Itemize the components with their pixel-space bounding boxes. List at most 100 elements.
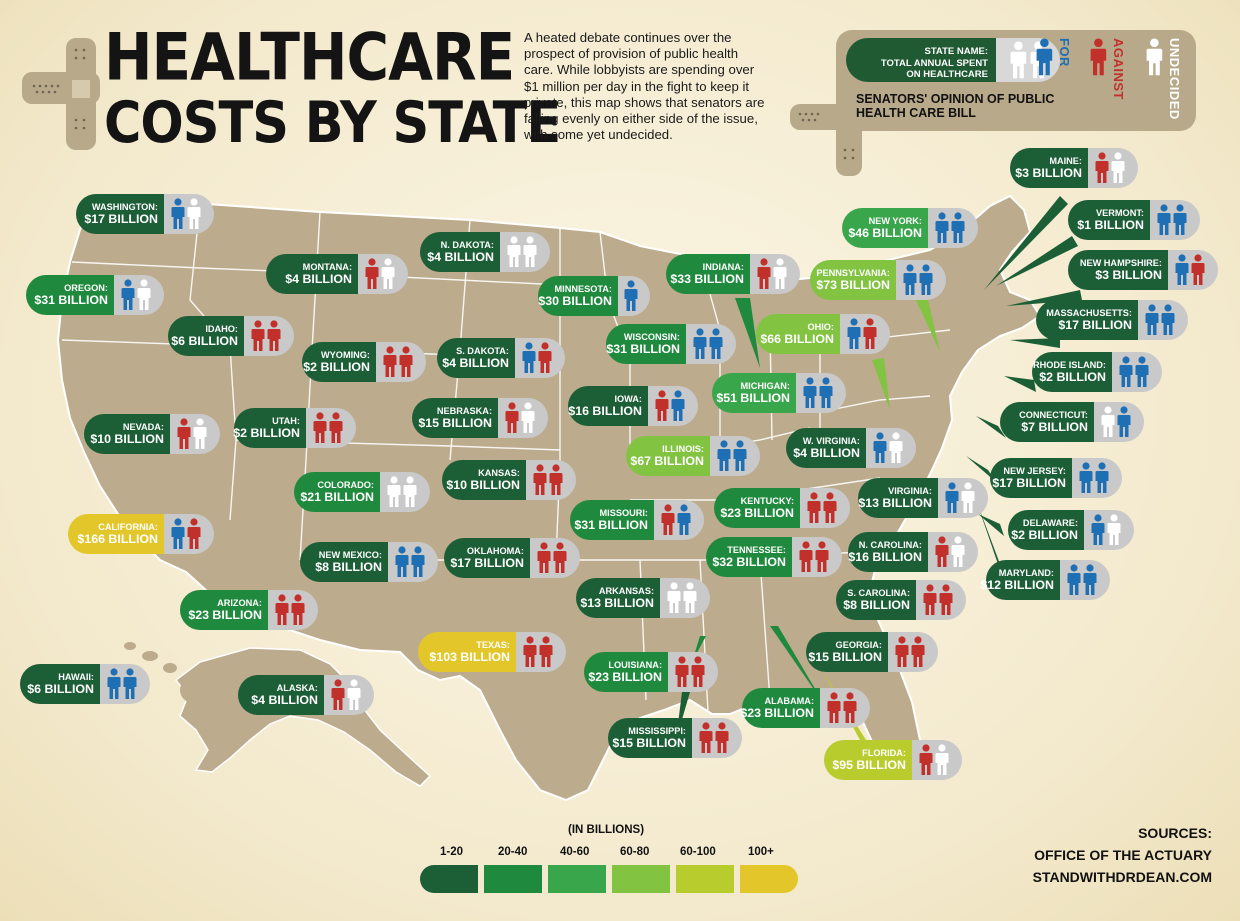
- senator-against-icon: [919, 744, 933, 775]
- state-cost: $4 BILLION: [285, 272, 352, 286]
- senator-badge: [1072, 458, 1122, 498]
- scale-label: 60-100: [680, 846, 716, 858]
- state-cost-pill: RHODE ISLAND: $2 BILLION: [1032, 352, 1112, 392]
- state-cost: $8 BILLION: [843, 598, 910, 612]
- senator-badge: [928, 532, 978, 572]
- senator-badge: [938, 478, 988, 518]
- senator-for-icon: [1119, 356, 1133, 387]
- senator-undecided-icon: [381, 258, 395, 289]
- page-title: HEALTHCARE COSTS BY STATE: [104, 25, 561, 153]
- state-cost: $33 BILLION: [670, 272, 744, 286]
- senator-badge: [668, 652, 718, 692]
- state-cost-pill: COLORADO: $21 BILLION: [294, 472, 380, 512]
- senator-undecided-icon: [193, 418, 207, 449]
- senator-badge: [820, 688, 870, 728]
- scale-label: 60-80: [620, 846, 650, 858]
- senator-badge: [498, 398, 548, 438]
- state-name: NEW HAMPSHIRE:: [1079, 258, 1162, 268]
- state-cost-pill: FLORIDA: $95 BILLION: [824, 740, 912, 780]
- state-cost: $13 BILLION: [580, 596, 654, 610]
- state-cost-pill: CALIFORNIA: $166 BILLION: [68, 514, 164, 554]
- state-cost: $166 BILLION: [77, 532, 158, 546]
- state-cost-pill: ILLINOIS: $67 BILLION: [626, 436, 710, 476]
- state-cost-pill: CONNECTICUT: $7 BILLION: [1000, 402, 1094, 442]
- state-callout: PENNSYLVANIA: $73 BILLION: [810, 260, 946, 300]
- scale-swatch: [484, 865, 542, 893]
- state-callout: KANSAS: $10 BILLION: [442, 460, 576, 500]
- state-callout: LOUISIANA: $23 BILLION: [584, 652, 718, 692]
- senator-badge: [1138, 300, 1188, 340]
- senator-against-icon: [329, 412, 343, 443]
- senator-for-icon: [1067, 564, 1081, 595]
- senator-for-icon: [1161, 304, 1175, 335]
- senator-undecided-icon: [387, 476, 401, 507]
- state-callout: COLORADO: $21 BILLION: [294, 472, 430, 512]
- alaska-shape: [174, 647, 432, 787]
- state-cost: $13 BILLION: [858, 496, 932, 510]
- senator-badge: [376, 342, 426, 382]
- state-name: MASSACHUSETTS:: [1046, 308, 1132, 318]
- legend-key-pill: STATE NAME: TOTAL ANNUAL SPENT ON HEALTH…: [846, 38, 996, 82]
- state-callout: UTAH: $2 BILLION: [233, 408, 356, 448]
- state-cost: $23 BILLION: [720, 506, 794, 520]
- state-name: MISSISSIPPI:: [628, 726, 686, 736]
- scale-title: (IN BILLIONS): [568, 824, 645, 836]
- state-callout: W. VIRGINIA: $4 BILLION: [786, 428, 916, 468]
- state-name: COLORADO:: [317, 480, 374, 490]
- state-cost: $3 BILLION: [1015, 166, 1082, 180]
- state-callout: N. CAROLINA: $16 BILLION: [848, 532, 978, 572]
- state-name: WASHINGTON:: [91, 202, 158, 212]
- state-callout: FLORIDA: $95 BILLION: [824, 740, 962, 780]
- state-callout: VERMONT: $1 BILLION: [1068, 200, 1200, 240]
- state-name: FLORIDA:: [862, 748, 906, 758]
- state-cost-pill: NEW YORK: $46 BILLION: [842, 208, 928, 248]
- senator-undecided-icon: [187, 198, 201, 229]
- state-cost-pill: TEXAS: $103 BILLION: [418, 632, 516, 672]
- senator-against-icon: [1191, 254, 1205, 285]
- senator-against-icon: [291, 594, 305, 625]
- state-callout: NEVADA: $10 BILLION: [84, 414, 220, 454]
- senator-undecided-icon: [935, 744, 949, 775]
- senator-against-icon: [655, 390, 669, 421]
- senator-against-icon: [399, 346, 413, 377]
- state-callout: NEBRASKA: $15 BILLION: [412, 398, 548, 438]
- state-cost: $4 BILLION: [442, 356, 509, 370]
- state-callout: MAINE: $3 BILLION: [1010, 148, 1138, 188]
- state-callout: NEW HAMPSHIRE: $3 BILLION: [1068, 250, 1218, 290]
- state-name: ILLINOIS:: [662, 444, 704, 454]
- state-callout: MISSISSIPPI: $15 BILLION: [608, 718, 742, 758]
- senator-badge: [114, 275, 164, 315]
- senator-badge: [1150, 200, 1200, 240]
- state-callout: TEXAS: $103 BILLION: [418, 632, 566, 672]
- senator-for-icon: [945, 482, 959, 513]
- state-cost: $23 BILLION: [588, 670, 662, 684]
- state-name: NEBRASKA:: [436, 406, 492, 416]
- senator-against-icon: [177, 418, 191, 449]
- state-cost: $4 BILLION: [251, 693, 318, 707]
- state-cost: $2 BILLION: [303, 360, 370, 374]
- senator-badge: [888, 632, 938, 672]
- senator-for-icon: [107, 668, 121, 699]
- state-cost: $2 BILLION: [1011, 528, 1078, 542]
- senator-badge: [358, 254, 408, 294]
- state-name: OREGON:: [64, 283, 108, 293]
- state-cost: $46 BILLION: [848, 226, 922, 240]
- scale-swatch: [548, 865, 606, 893]
- senator-badge: [648, 386, 698, 426]
- senator-undecided-icon: [889, 432, 903, 463]
- state-name: MAINE:: [1049, 156, 1082, 166]
- senator-undecided-icon: [137, 279, 151, 310]
- state-callout: MARYLAND: $12 BILLION: [980, 560, 1110, 600]
- state-name: W. VIRGINIA:: [802, 436, 860, 446]
- state-name: WYOMING:: [321, 350, 370, 360]
- senator-badge: [244, 316, 294, 356]
- senator-for-icon: [411, 546, 425, 577]
- state-callout: WYOMING: $2 BILLION: [302, 342, 426, 382]
- state-cost: $10 BILLION: [446, 478, 520, 492]
- senator-undecided-icon: [347, 679, 361, 710]
- state-callout: OREGON: $31 BILLION: [26, 275, 164, 315]
- state-name: ARIZONA:: [217, 598, 262, 608]
- state-callout: MICHIGAN: $51 BILLION: [712, 373, 846, 413]
- state-name: LOUISIANA:: [608, 660, 662, 670]
- state-cost: $2 BILLION: [1039, 370, 1106, 384]
